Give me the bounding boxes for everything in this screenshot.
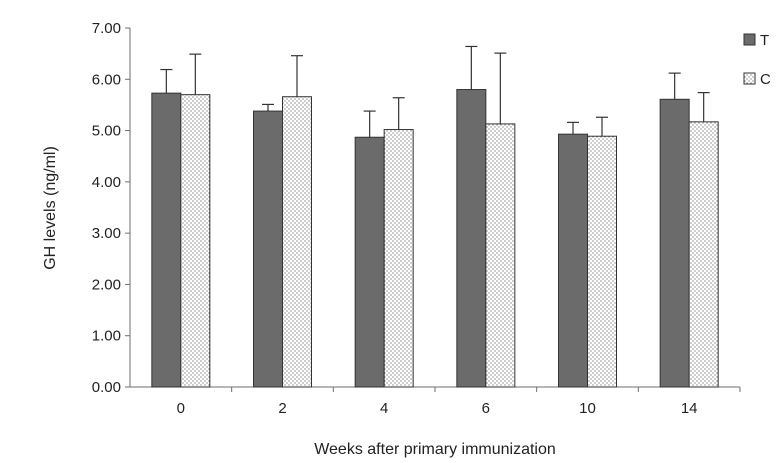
bar-c-week-0 [180, 94, 211, 388]
legend-swatch-c [743, 72, 756, 85]
bar-t-week-4 [354, 136, 385, 388]
bar-t-week-14 [659, 98, 690, 388]
y-tick-label: 0.00 [92, 379, 121, 396]
x-ticks: 0 2 4 6 10 14 [177, 387, 741, 417]
error-bars-group [160, 45, 710, 138]
x-tick-label: 6 [482, 400, 490, 417]
legend-item-t: T [743, 32, 769, 49]
y-tick-label: 3.00 [92, 225, 121, 242]
x-axis-title: Weeks after primary immunization [314, 441, 556, 458]
legend-label-t: T [760, 32, 769, 49]
y-ticks: 0.00 1.00 2.00 3.00 4.00 5.00 6.00 7.00 [92, 20, 130, 396]
y-tick-label: 1.00 [92, 328, 121, 345]
bar-t-week-6 [456, 89, 487, 388]
bar-c-week-6 [485, 123, 516, 388]
y-tick-label: 5.00 [92, 123, 121, 140]
x-tick-label: 10 [579, 400, 596, 417]
legend-label-c: C [760, 71, 771, 88]
y-tick-label: 6.00 [92, 71, 121, 88]
bar-c-week-10 [587, 135, 617, 388]
bar-c-week-2 [282, 96, 312, 388]
y-axis-title: GH levels (ng/ml) [42, 146, 59, 270]
x-tick-label: 2 [278, 400, 286, 417]
x-tick-label: 0 [177, 400, 185, 417]
y-tick-label: 4.00 [92, 174, 121, 191]
y-tick-label: 7.00 [92, 20, 121, 37]
x-tick-label: 4 [380, 400, 388, 417]
legend-item-c: C [743, 71, 771, 88]
bar-c-week-14 [688, 121, 719, 388]
bar-t-week-2 [253, 110, 283, 388]
bar-t-week-0 [151, 92, 182, 388]
legend: T C [743, 32, 771, 88]
bars-group [151, 89, 719, 388]
x-axis-group: 0 2 4 6 10 14 Weeks after primary immunizatio… [130, 386, 741, 458]
y-tick-label: 2.00 [92, 276, 121, 293]
legend-swatch-t [743, 33, 756, 46]
y-axis-group: 0.00 1.00 2.00 3.00 4.00 5.00 6.00 7.00 GH leve… [42, 20, 131, 396]
bar-t-week-10 [558, 133, 588, 388]
x-tick-label: 14 [681, 400, 698, 417]
bar-c-week-4 [383, 129, 414, 388]
